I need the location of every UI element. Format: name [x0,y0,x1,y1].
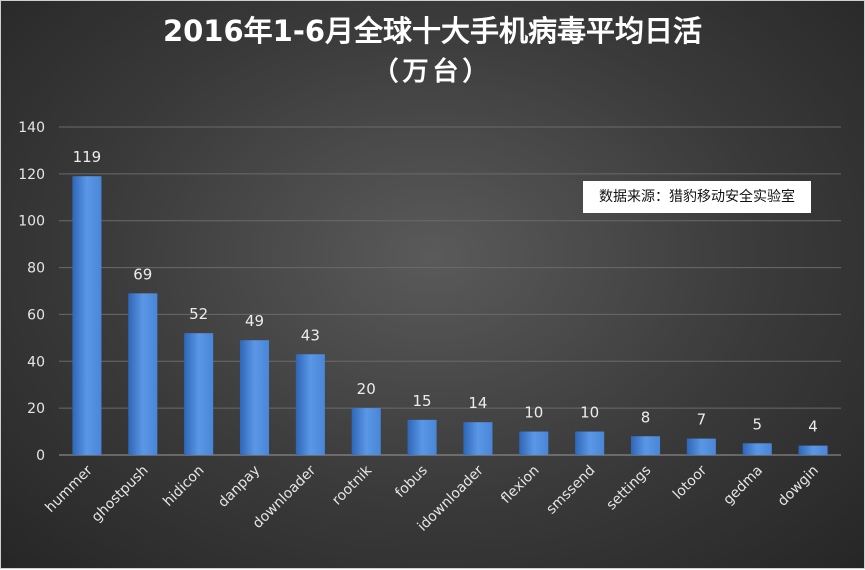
y-axis: 0 20 40 60 80 100 120 140 [18,120,45,464]
data-label: 8 [641,408,651,426]
gridlines [59,126,841,456]
data-label: 10 [524,404,543,422]
data-label: 20 [357,380,376,398]
bar-hidicon [184,333,214,455]
data-label: 15 [413,392,432,410]
x-tick-label: smssend [543,463,598,518]
x-tick-label: gedma [720,463,766,509]
bar-lotoor [686,438,716,455]
data-labels: 119 69 52 49 43 20 15 14 10 10 8 7 5 4 [73,148,818,435]
bar-downloader [295,354,325,455]
x-tick-label: dowgin [775,463,822,510]
y-tick-label: 120 [18,167,45,183]
bar-danpay [239,340,270,455]
y-tick-label: 40 [27,354,45,370]
y-tick-label: 0 [36,448,45,464]
bar-gedma [742,443,772,455]
data-label: 14 [468,394,487,412]
data-label: 49 [245,312,264,330]
data-label: 52 [189,305,208,323]
chart-subtitle: （万台） [372,57,493,87]
data-label: 10 [580,404,599,422]
bars [72,176,828,455]
data-label: 7 [697,411,707,429]
y-tick-label: 100 [18,214,45,230]
bar-rootnik [351,408,381,455]
bar-fobus [407,419,437,455]
bar-idownloader [463,422,493,455]
data-label: 119 [73,148,102,166]
source-note: 数据来源：猎豹移动安全实验室 [583,181,811,213]
data-label: 5 [752,415,762,433]
data-label: 4 [808,418,818,436]
x-tick-label: flexion [498,463,542,507]
y-tick-label: 140 [18,120,45,136]
data-label: 69 [133,265,152,283]
bar-flexion [519,431,549,455]
y-tick-label: 60 [27,307,45,323]
y-tick-label: 20 [27,401,45,417]
bar-settings [630,436,661,455]
x-tick-label: ghostpush [89,463,152,526]
y-tick-label: 80 [27,261,45,277]
bar-ghostpush [128,293,158,455]
x-tick-label: fobus [392,463,431,502]
x-tick-label: rootnik [329,462,376,509]
bar-hummer [72,176,102,455]
bar-smssend [575,431,605,455]
chart-title: 2016年1-6月全球十大手机病毒平均日活 [162,14,703,48]
x-tick-label: hidicon [160,463,207,510]
x-tick-label: lotoor [670,462,710,502]
x-tick-label: danpay [215,463,263,511]
x-tick-label: hummer [42,462,95,515]
bar-dowgin [798,445,828,455]
x-tick-label: settings [604,463,655,514]
data-label: 43 [301,326,320,344]
